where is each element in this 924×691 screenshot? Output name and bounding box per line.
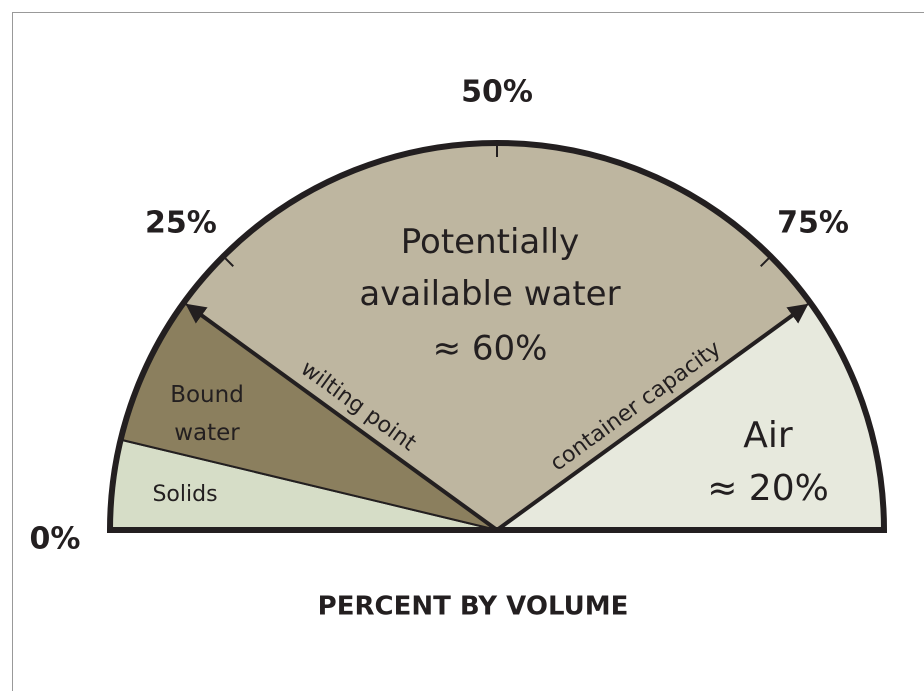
axis-label: PERCENT BY VOLUME [318,592,629,622]
segment-label: Potentially available water [359,222,620,314]
tick-label: 25% [145,205,217,240]
tick-mark [222,255,234,267]
boundary-arrow [185,303,499,532]
tick-label: 0% [30,522,81,557]
tick-mark [760,255,772,267]
segment-label: Solids [152,482,217,507]
value-label: ≈ 60% [433,329,548,369]
segment-label: Air [743,415,793,456]
boundary-arrow [495,303,809,532]
segment-label: Bound water [170,382,244,446]
value-label: ≈ 20% [707,468,829,509]
frame [12,12,924,691]
rim [106,140,888,533]
tick-label: 75% [777,205,849,240]
tick-label: 50% [461,75,533,110]
